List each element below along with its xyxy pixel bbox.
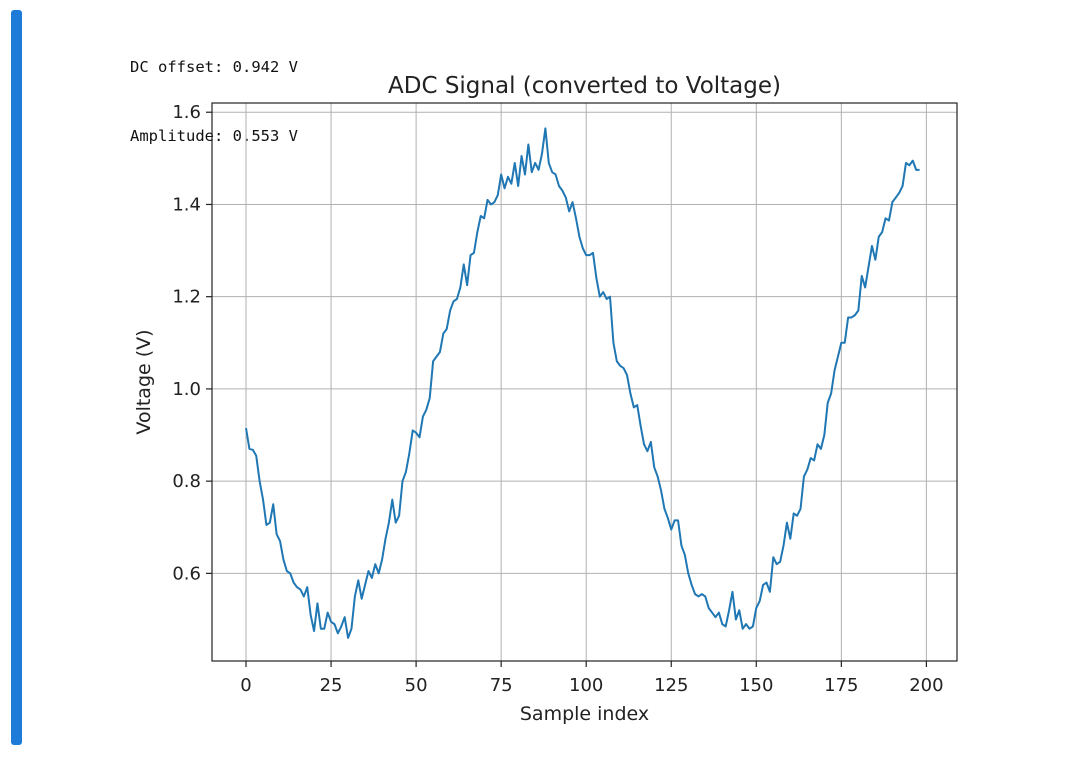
y-tick-label: 1.2 [172, 287, 201, 308]
output-line-dc-offset: DC offset: 0.942 V [130, 58, 298, 76]
cell-selection-bar[interactable] [11, 10, 22, 745]
grid-lines [212, 103, 957, 661]
x-axis-ticks: 0 25 50 75 100 125 150 175 200 [240, 661, 944, 696]
y-tick-label: 1.4 [172, 194, 201, 215]
x-tick-label: 25 [320, 675, 343, 696]
signal-line [245, 127, 920, 639]
chart-title: ADC Signal (converted to Voltage) [388, 73, 781, 99]
output-line-amplitude: Amplitude: 0.553 V [130, 127, 298, 145]
cell-output: DC offset: 0.942 V Amplitude: 0.553 V [130, 10, 298, 171]
y-axis-ticks: 0.6 0.8 1.0 1.2 1.4 1.6 [172, 102, 212, 584]
plot-frame [211, 102, 958, 662]
x-tick-label: 125 [654, 675, 688, 696]
x-tick-label: 0 [240, 675, 251, 696]
x-tick-label: 75 [490, 675, 513, 696]
y-tick-label: 1.6 [172, 102, 201, 123]
x-tick-label: 150 [739, 675, 773, 696]
y-tick-label: 0.6 [172, 563, 201, 584]
x-tick-label: 175 [824, 675, 858, 696]
y-tick-label: 1.0 [172, 379, 201, 400]
x-tick-label: 100 [569, 675, 603, 696]
x-axis-label: Sample index [520, 703, 649, 725]
x-tick-label: 50 [405, 675, 428, 696]
x-tick-label: 200 [909, 675, 943, 696]
y-axis-label: Voltage (V) [133, 329, 155, 434]
y-tick-label: 0.8 [172, 471, 201, 492]
